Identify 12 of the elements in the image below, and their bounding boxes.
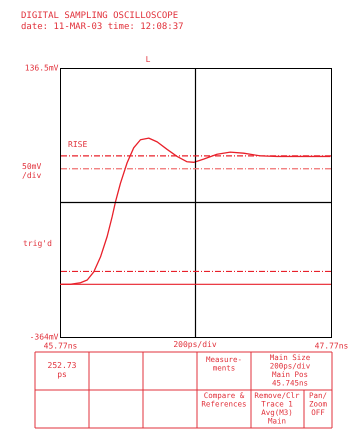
text: trig'd [23,239,52,248]
text: L [146,55,151,64]
y-tick-label: 136.5mV [24,64,59,72]
x-tick-label: 47.77ns [314,342,349,350]
x-axis-title: 200ps/div [173,340,217,349]
x-tick-label: 45.77ns [44,342,78,350]
chart-title: DIGITAL SAMPLING OSCILLOSCOPE [21,11,178,21]
y-tick-label: -364mV [30,332,59,342]
chart-subtitle: date: 11-MAR-03 time: 12:08:37 [21,22,184,32]
y-axis-title: 50mV /div [22,162,42,180]
annotation: RISE [68,140,88,149]
text: 252.73 ps [48,361,77,379]
